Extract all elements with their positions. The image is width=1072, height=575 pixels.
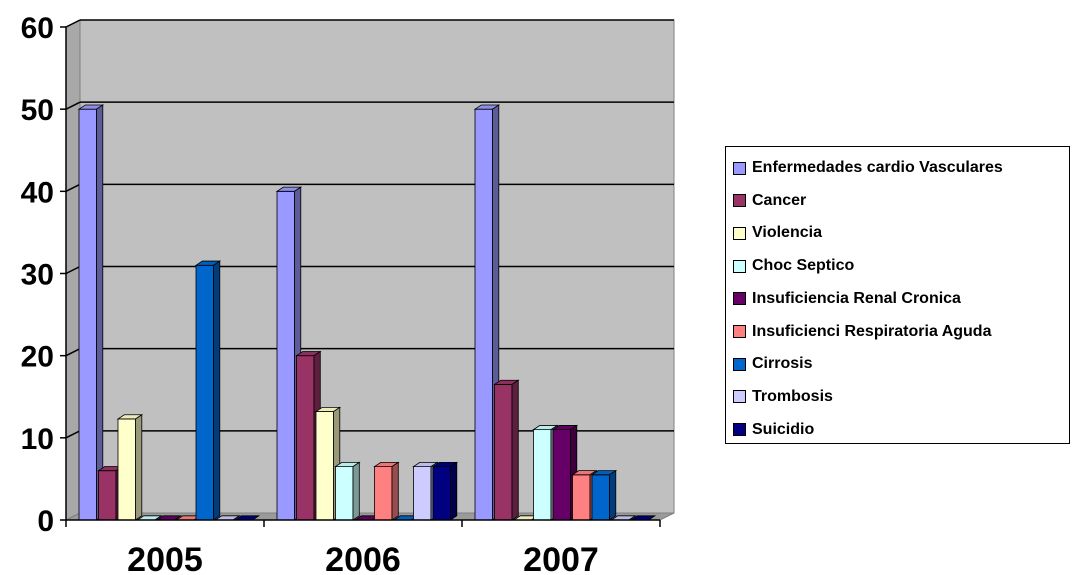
bar-chart: 0 10 20 30 40 50 60 2005 2006 2007 — [21, 12, 675, 575]
legend-label: Trombosis — [752, 387, 833, 405]
y-tick-label: 40 — [21, 176, 54, 209]
bar — [77, 104, 105, 521]
bar — [493, 379, 520, 521]
bar — [295, 350, 322, 521]
legend-item: Insuficiencia Renal Cronica — [733, 289, 961, 309]
y-tick-label: 60 — [21, 12, 54, 45]
legend-label: Suicidio — [752, 420, 815, 438]
bar — [194, 260, 222, 521]
legend-label: Enfermedades cardio Vasculares — [752, 159, 1003, 176]
y-tick-label: 0 — [37, 505, 54, 538]
legend-swatch — [733, 226, 746, 240]
legend-item: Cirrosis — [733, 354, 812, 374]
bar — [431, 461, 459, 521]
legend-swatch — [733, 259, 746, 273]
y-tick-label: 10 — [21, 423, 54, 456]
legend-label: Insuficienci Respiratoria Aguda — [752, 322, 992, 340]
x-tick-label: 2007 — [523, 541, 599, 575]
bar — [373, 461, 400, 521]
legend-item: Enfermedades cardio Vasculares — [733, 158, 1003, 178]
legend-item: Insuficienci Respiratoria Aguda — [733, 322, 991, 342]
legend-item: Violencia — [733, 223, 822, 243]
bar — [590, 469, 618, 521]
gridline-side — [65, 183, 81, 193]
x-axis-ticks: 2005 2006 2007 — [65, 520, 661, 575]
legend-item: Choc Septico — [733, 256, 854, 276]
y-tick-label: 20 — [21, 341, 54, 374]
bar — [334, 461, 361, 521]
legend-swatch — [733, 194, 746, 208]
x-tick-label: 2006 — [325, 541, 401, 575]
legend-label: Cancer — [752, 191, 807, 209]
x-tick-label: 2005 — [127, 541, 203, 575]
legend-swatch — [733, 161, 746, 175]
legend: Enfermedades cardio Vasculares Cancer Viol… — [725, 146, 1070, 444]
gridline-side — [65, 347, 81, 357]
bar — [233, 515, 261, 521]
gridline-side — [65, 101, 81, 110]
gridline-side — [65, 430, 81, 439]
gridline-side — [65, 265, 81, 275]
legend-swatch — [733, 292, 746, 306]
legend-swatch — [733, 325, 746, 338]
legend-item: Cancer — [733, 191, 806, 211]
legend-item: Trombosis — [733, 387, 833, 407]
gridlines — [65, 19, 674, 439]
y-tick-label: 30 — [21, 259, 54, 292]
y-tick-label: 50 — [21, 94, 54, 127]
plot-background — [65, 19, 675, 521]
legend-label: Cirrosis — [752, 355, 813, 373]
bar — [532, 424, 559, 521]
legend-label: Choc Septico — [752, 257, 855, 275]
bar — [473, 104, 501, 521]
y-axis-ticks: 0 10 20 30 40 50 60 — [21, 12, 66, 538]
legend-label: Violencia — [752, 224, 822, 242]
legend-swatch — [733, 357, 746, 371]
legend-swatch — [733, 423, 746, 437]
legend-item: Suicidio — [733, 420, 814, 440]
bar — [116, 413, 144, 521]
legend-swatch — [733, 390, 746, 404]
gridline-side — [65, 19, 81, 28]
legend-label: Insuficiencia Renal Cronica — [752, 289, 961, 307]
